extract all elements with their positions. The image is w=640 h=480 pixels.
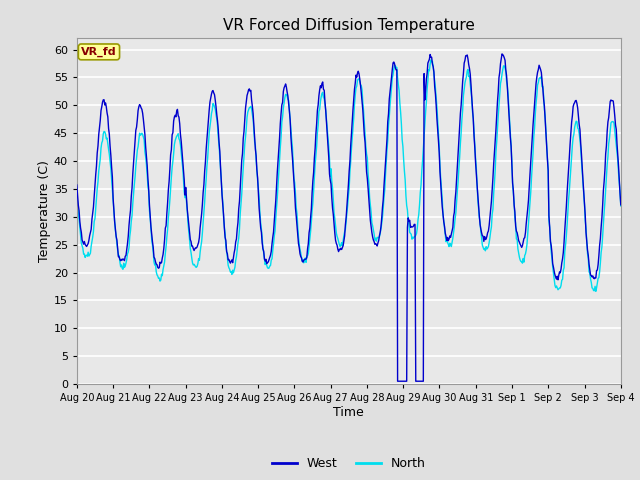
Legend: West, North: West, North (267, 453, 431, 476)
Y-axis label: Temperature (C): Temperature (C) (38, 160, 51, 262)
Text: VR_fd: VR_fd (81, 47, 116, 57)
X-axis label: Time: Time (333, 406, 364, 419)
Title: VR Forced Diffusion Temperature: VR Forced Diffusion Temperature (223, 18, 475, 33)
